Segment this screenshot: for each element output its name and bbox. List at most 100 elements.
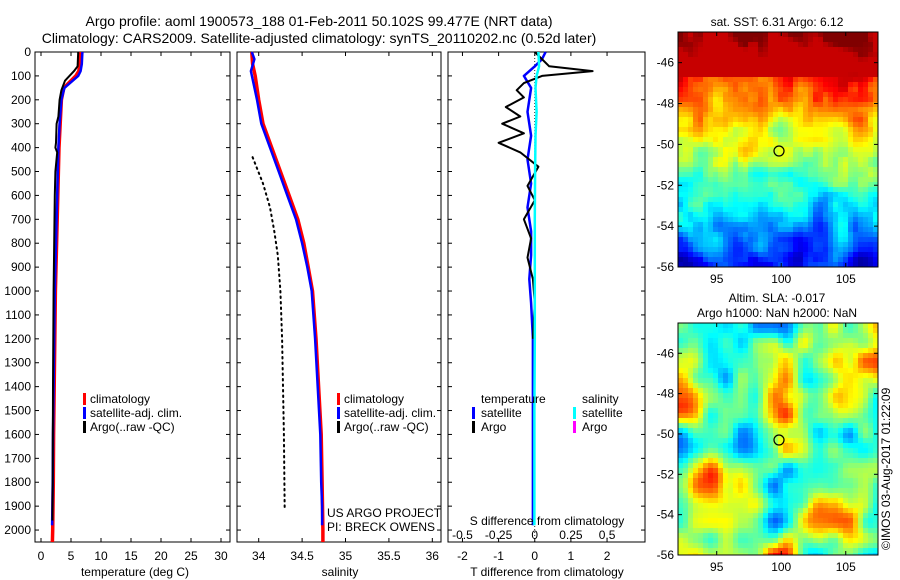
map-cell <box>798 257 804 263</box>
map-cell <box>758 57 764 63</box>
map-cell <box>688 498 694 504</box>
map-cell <box>723 132 729 138</box>
map-cell <box>758 127 764 133</box>
map-cell <box>708 57 714 63</box>
map-cell <box>688 463 694 469</box>
map-cell <box>718 207 724 213</box>
map-cell <box>708 172 714 178</box>
map-cell <box>853 262 859 268</box>
legend-label-climatology: climatology <box>90 392 150 406</box>
map-cell <box>683 67 689 73</box>
map-cell <box>723 493 729 499</box>
map-cell <box>773 77 779 83</box>
map-cell <box>703 353 709 359</box>
map-cell <box>783 262 789 268</box>
map-cell <box>858 72 864 78</box>
map-cell <box>828 177 834 183</box>
map-cell <box>803 458 809 464</box>
map-cell <box>723 62 729 68</box>
map-cell <box>743 257 749 263</box>
map-cell <box>818 247 824 253</box>
map-cell <box>798 57 804 63</box>
map-cell <box>873 57 879 63</box>
map-cell <box>733 378 739 384</box>
map-cell <box>733 533 739 539</box>
map-cell <box>793 393 799 399</box>
map-cell <box>858 468 864 474</box>
map-cell <box>738 353 744 359</box>
map-cell <box>848 493 854 499</box>
map-cell <box>843 388 849 394</box>
map-cell <box>823 127 829 133</box>
map-cell <box>843 177 849 183</box>
map-cell <box>683 217 689 223</box>
map-cell <box>858 222 864 228</box>
map-cell <box>783 92 789 98</box>
map-cell <box>678 72 684 78</box>
map-cell <box>748 393 754 399</box>
map-cell <box>863 553 869 556</box>
map-cell <box>853 433 859 439</box>
map-cell <box>823 232 829 238</box>
map-cell <box>763 167 769 173</box>
map-cell <box>728 538 734 544</box>
map-cell <box>758 122 764 128</box>
depth-tick-label: 1900 <box>4 499 31 513</box>
map-cell <box>748 368 754 374</box>
map-cell <box>858 548 864 554</box>
map-cell <box>803 242 809 248</box>
map-cell <box>718 127 724 133</box>
map-cell <box>763 57 769 63</box>
map-cell <box>753 207 759 213</box>
map-cell <box>688 423 694 429</box>
map-cell <box>858 413 864 419</box>
map-cell <box>813 257 819 263</box>
map-cell <box>848 57 854 63</box>
map-cell <box>843 423 849 429</box>
map-cell <box>733 398 739 404</box>
map-cell <box>718 252 724 258</box>
map-cell <box>778 72 784 78</box>
map-cell <box>843 67 849 73</box>
map-cell <box>843 503 849 509</box>
map-cell <box>728 513 734 519</box>
map-cell <box>863 518 869 524</box>
map-cell <box>708 473 714 479</box>
map-cell <box>848 333 854 339</box>
map-cell <box>803 62 809 68</box>
map-cell <box>703 202 709 208</box>
map-cell <box>788 503 794 509</box>
map-cell <box>773 543 779 549</box>
map-cell <box>828 227 834 233</box>
map-cell <box>813 182 819 188</box>
map-cell <box>703 533 709 539</box>
map-cell <box>818 257 824 263</box>
map-cell <box>718 117 724 123</box>
map-cell <box>713 498 719 504</box>
map-cell <box>858 463 864 469</box>
map-cell <box>858 77 864 83</box>
map-cell <box>698 137 704 143</box>
map-cell <box>848 523 854 529</box>
map-cell <box>778 167 784 173</box>
map-cell <box>678 137 684 143</box>
map-cell <box>808 112 814 118</box>
map-cell <box>823 458 829 464</box>
map-cell <box>708 423 714 429</box>
map-cell <box>808 257 814 263</box>
map-cell <box>798 333 804 339</box>
map-cell <box>868 453 874 459</box>
map-cell <box>813 428 819 434</box>
map-cell <box>713 57 719 63</box>
map-cell <box>828 182 834 188</box>
map-cell <box>873 533 879 539</box>
map-cell <box>843 217 849 223</box>
map-cell <box>858 67 864 73</box>
map-cell <box>833 388 839 394</box>
map-cell <box>738 152 744 158</box>
map-cell <box>753 473 759 479</box>
map-cell <box>698 553 704 556</box>
map-cell <box>743 47 749 53</box>
map-cell <box>803 142 809 148</box>
map-cell <box>688 247 694 253</box>
